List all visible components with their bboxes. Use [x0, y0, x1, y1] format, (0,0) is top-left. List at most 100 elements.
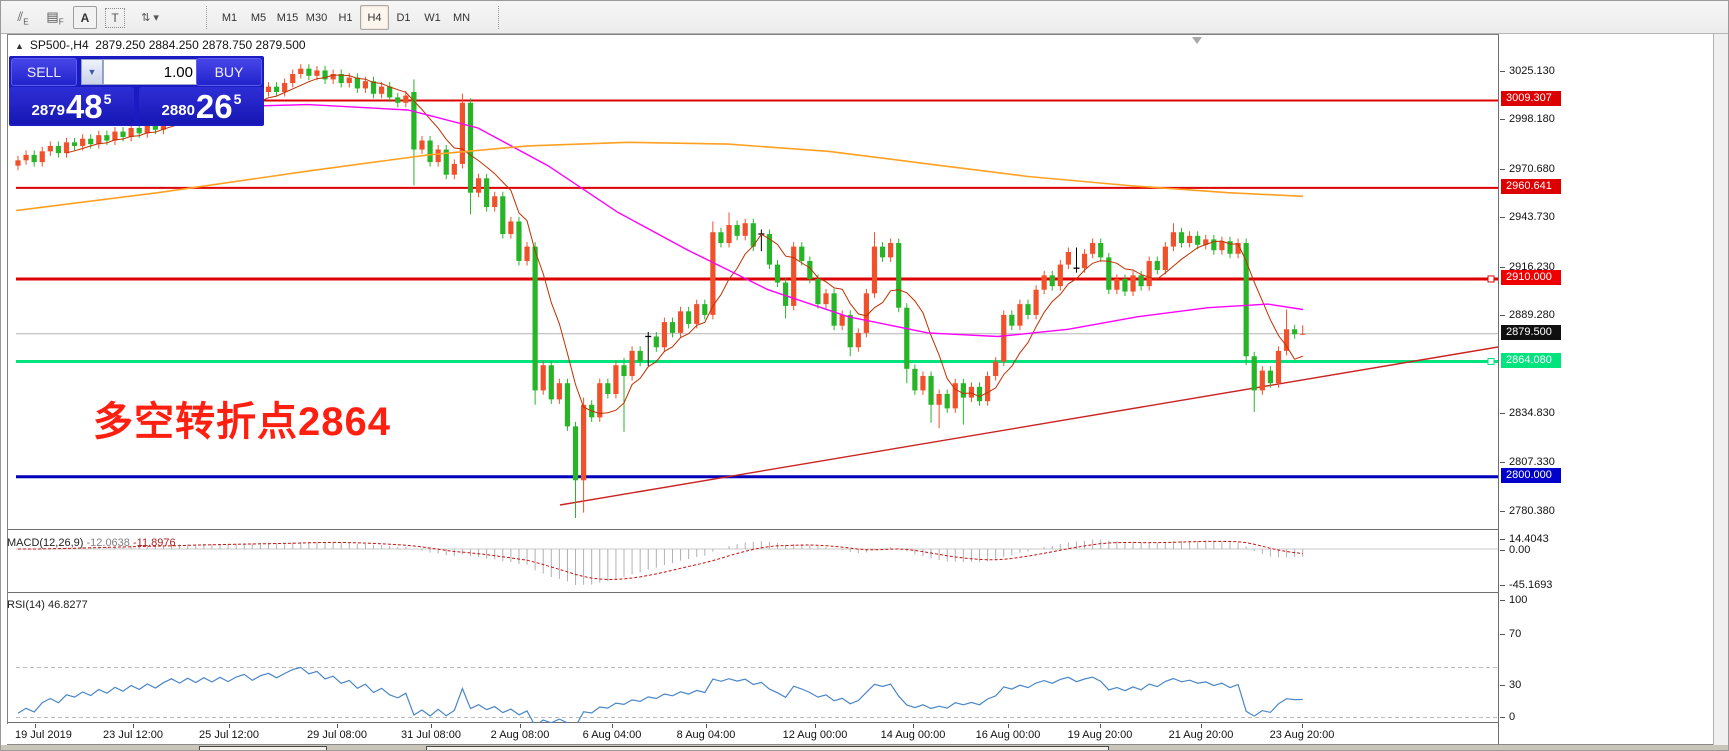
text-icon[interactable]: T: [105, 5, 125, 30]
date-label: 31 Jul 08:00: [401, 729, 461, 741]
toolbar: ⫽E ▤F A T ⇅ ▾ M1 M5 M15 M30 H1 H4 D1 W1 MN: [1, 1, 1728, 34]
ohlc-high: 2884.250: [148, 38, 199, 52]
date-axis[interactable]: 19 Jul 2019 23 Jul 12:00 25 Jul 12:00 29 Ju…: [7, 724, 1498, 745]
buy-button[interactable]: BUY: [196, 58, 262, 86]
sell-price-display[interactable]: 2879 48 5: [9, 87, 134, 124]
timeframe-button-W1[interactable]: W1: [424, 11, 441, 24]
date-tick: [815, 724, 816, 728]
date-tick: [1201, 724, 1202, 728]
collapse-panel-icon[interactable]: ▲: [15, 41, 24, 51]
rsi-canvas: [16, 666, 1498, 723]
volume-input[interactable]: [103, 59, 200, 85]
main-chart-canvas: [15, 64, 1498, 519]
date-tick: [520, 724, 521, 728]
macd-canvas: [16, 539, 1498, 585]
toolbar-separator-2: [498, 6, 499, 29]
date-tick: [612, 724, 613, 728]
date-label: 6 Aug 04:00: [582, 729, 642, 741]
bottom-panel-box: [426, 746, 1109, 750]
rsi-tick: 30: [1499, 679, 1522, 691]
rsi-tick: 70: [1499, 628, 1522, 640]
timeframe-button-MN[interactable]: MN: [452, 11, 471, 24]
ohlc-close: 2879.500: [255, 38, 306, 52]
date-label: 23 Jul 12:00: [103, 729, 163, 741]
price-tick: 2807.330: [1500, 456, 1555, 468]
symbol-header: ▲ SP500-,H4 2879.250 2884.250 2878.750 28…: [15, 38, 306, 52]
date-label: 29 Jul 08:00: [307, 729, 367, 741]
timeframe-button-D1[interactable]: D1: [396, 11, 411, 24]
timeframe-button-M30[interactable]: M30: [305, 11, 328, 24]
price-badge: 2800.000: [1501, 468, 1561, 483]
macd-label: MACD(12,26,9) -12.0638 -11.8976: [7, 537, 176, 549]
rsi-pane[interactable]: [8, 594, 1498, 723]
date-tick: [133, 724, 134, 728]
buy-price-small: 2880: [161, 102, 195, 119]
rsi-tick: 0: [1499, 711, 1516, 723]
window-right-strip: [1713, 34, 1728, 750]
sell-price-sup: 5: [103, 91, 112, 107]
date-label: 23 Aug 20:00: [1269, 729, 1335, 741]
date-tick: [229, 724, 230, 728]
timeframe-button-H4[interactable]: H4: [360, 5, 389, 30]
buy-price-big: 26: [195, 88, 233, 125]
date-label: 16 Aug 00:00: [975, 729, 1041, 741]
date-label: 12 Aug 00:00: [782, 729, 848, 741]
price-badge: 2864.080: [1501, 353, 1561, 368]
price-tick: 2943.730: [1500, 211, 1555, 223]
date-tick: [706, 724, 707, 728]
sell-button[interactable]: SELL: [11, 58, 77, 86]
date-label: 19 Aug 20:00: [1067, 729, 1133, 741]
bottom-panel-box: [199, 746, 327, 750]
price-badge: 2910.000: [1501, 270, 1561, 285]
fibonacci-lines-icon[interactable]: ▤F: [46, 8, 64, 27]
timeframe-button-H1[interactable]: H1: [338, 11, 353, 24]
date-label: 8 Aug 04:00: [676, 729, 736, 741]
rsi-value: 46.8277: [47, 599, 88, 611]
price-axis[interactable]: 3025.130 2998.180 2970.680 2943.730 2916.230…: [1498, 34, 1715, 745]
rsi-tick: 100: [1499, 594, 1528, 606]
date-tick: [1100, 724, 1101, 728]
text-label-icon[interactable]: A: [73, 5, 97, 30]
date-tick: [431, 724, 432, 728]
timeframe-button-M5[interactable]: M5: [250, 11, 267, 24]
ohlc-low: 2878.750: [202, 38, 253, 52]
chart-shift-marker-icon: [1192, 37, 1202, 44]
price-tick: 2998.180: [1500, 113, 1555, 125]
date-tick: [35, 724, 36, 728]
date-tick: [1302, 724, 1303, 728]
buy-price-display[interactable]: 2880 26 5: [139, 87, 264, 124]
macd-tick: -45.1693: [1499, 579, 1553, 591]
macd-main-value: -12.0638: [86, 537, 130, 549]
date-label: 21 Aug 20:00: [1168, 729, 1234, 741]
volume-decrease-button[interactable]: ▼: [81, 59, 103, 85]
sell-price-small: 2879: [31, 102, 65, 119]
macd-tick: 0.00: [1499, 544, 1531, 556]
bottom-panel-edge: [1, 745, 1728, 750]
date-tick: [913, 724, 914, 728]
price-tick: 2780.380: [1500, 505, 1555, 517]
date-label: 19 Jul 2019: [15, 729, 72, 741]
price-tick: 3025.130: [1500, 65, 1555, 77]
price-tick: 2970.680: [1500, 163, 1555, 175]
date-label: 25 Jul 12:00: [199, 729, 259, 741]
ohlc-open: 2879.250: [95, 38, 146, 52]
price-badge: 2960.641: [1501, 179, 1561, 194]
symbol-timeframe: SP500-,H4: [29, 38, 89, 52]
macd-tick: 14.4043: [1500, 533, 1549, 545]
price-badge: 3009.307: [1501, 91, 1561, 106]
timeframe-button-M1[interactable]: M1: [221, 11, 238, 24]
price-tick: 2834.830: [1500, 407, 1555, 419]
chart-annotation-text: 多空转折点2864: [93, 400, 391, 444]
rsi-label: RSI(14) 46.8277: [7, 599, 88, 611]
macd-pane[interactable]: [8, 531, 1498, 593]
shapes-dropdown-icon[interactable]: ⇅ ▾: [141, 12, 159, 24]
date-label: 14 Aug 00:00: [880, 729, 946, 741]
date-label: 2 Aug 08:00: [490, 729, 550, 741]
price-tick: 2889.280: [1500, 309, 1555, 321]
macd-signal-value: -11.8976: [132, 537, 176, 549]
date-tick: [337, 724, 338, 728]
equidistant-channel-icon[interactable]: ⫽E: [17, 8, 29, 27]
timeframe-button-M15[interactable]: M15: [276, 11, 299, 24]
